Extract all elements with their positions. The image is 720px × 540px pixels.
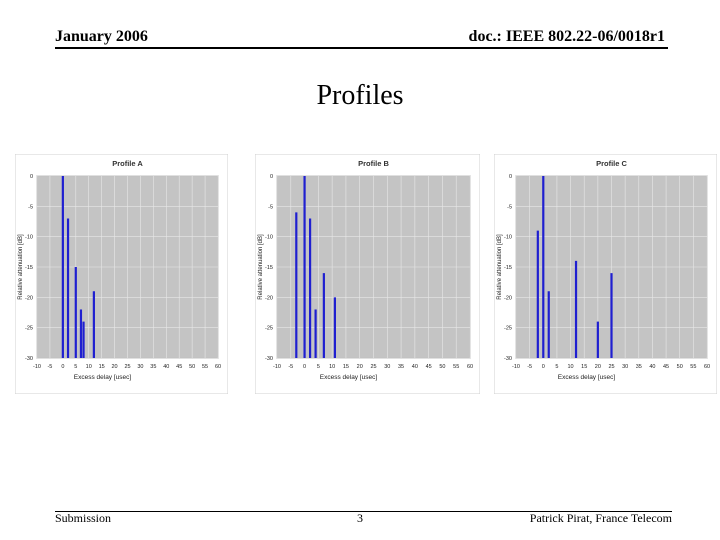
profile-b-xtick-label: -5 (288, 364, 293, 370)
profile-c-xtick-label: 30 (622, 364, 628, 370)
profile-b-xtick-label: 15 (343, 364, 349, 370)
profile-c-xtick-label: 5 (555, 364, 558, 370)
profile-a-xlabel: Excess delay [usec] (74, 374, 132, 381)
profile-a-xtick-label: 20 (112, 364, 118, 370)
profile-a-ytick-label: -30 (25, 356, 33, 362)
profile-a-ytick-label: -15 (25, 265, 33, 271)
profile-a-xtick-label: 10 (86, 364, 92, 370)
footer-rule (55, 511, 672, 512)
profile-b-xtick-label: 30 (384, 364, 390, 370)
header-date: January 2006 (55, 28, 148, 45)
profile-b-ytick-label: -25 (265, 326, 273, 332)
profile-a-xtick-label: -5 (47, 364, 52, 370)
chart-profile-a: -10 -5 0 5 10 15 20 25 30 35 40 45 50 55 60 0 -5 -10 -15 -2… (15, 154, 228, 394)
profile-b-xtick-label: 35 (398, 364, 404, 370)
profile-c-xtick-label: 25 (608, 364, 614, 370)
profile-a-xtick-label: 60 (215, 364, 221, 370)
profile-b-xtick-label: -10 (273, 364, 281, 370)
profile-c-xtick-label: 55 (690, 364, 696, 370)
profile-a-xtick-label: 30 (137, 364, 143, 370)
profile-b-ytick-label: -5 (268, 204, 273, 210)
profile-a-xtick-label: 15 (99, 364, 105, 370)
slide-title: Profiles (316, 80, 404, 111)
profile-b-ytick-label: -20 (265, 295, 273, 301)
profile-b-xtick-label: 20 (357, 364, 363, 370)
profile-a-ytick-label: 0 (30, 174, 33, 180)
profile-c-ytick-label: -15 (504, 265, 512, 271)
profile-b-xtick-label: 10 (329, 364, 335, 370)
profile-b-xlabel: Excess delay [usec] (320, 374, 378, 381)
profile-a-xtick-label: 0 (61, 364, 64, 370)
profile-c-xtick-label: 10 (568, 364, 574, 370)
profile-a-xtick-label: 55 (202, 364, 208, 370)
profile-a-ylabel: Relative attenuation [dB] (18, 234, 24, 300)
profile-c-ytick-label: -25 (504, 326, 512, 332)
chart-profile-b: -10 -5 0 5 10 15 20 25 30 35 40 45 50 55 60 0 -5 -10 -15 -2… (255, 154, 480, 394)
profile-c-xtick-label: 50 (677, 364, 683, 370)
profile-b-xtick-label: 25 (370, 364, 376, 370)
profile-a-xtick-label: 35 (150, 364, 156, 370)
profile-c-title: Profile C (596, 159, 627, 168)
chart-profile-c: -10 -5 0 5 10 15 20 25 30 35 40 45 50 55 60 0 -5 -10 -15 -2… (494, 154, 717, 394)
profile-c-xlabel: Excess delay [usec] (558, 374, 616, 381)
profile-c-xtick-label: -10 (512, 364, 520, 370)
profile-a-ytick-label: -10 (25, 235, 33, 241)
profile-a-xtick-label: 45 (176, 364, 182, 370)
profile-a-xtick-label: 25 (124, 364, 130, 370)
footer-page-number: 3 (357, 511, 363, 525)
profile-c-ytick-label: -20 (504, 295, 512, 301)
profile-c-xtick-label: 20 (595, 364, 601, 370)
profile-c-xtick-label: 60 (704, 364, 710, 370)
profile-c-ytick-label: 0 (509, 174, 512, 180)
profile-b-xtick-label: 50 (439, 364, 445, 370)
footer-author: Patrick Pirat, France Telecom (529, 511, 672, 525)
profile-c-ytick-label: -10 (504, 235, 512, 241)
profile-c-xtick-label: 0 (542, 364, 545, 370)
profile-a-ytick-label: -25 (25, 326, 33, 332)
profile-b-ytick-label: 0 (270, 174, 273, 180)
profile-b-xtick-label: 45 (426, 364, 432, 370)
profile-a-xtick-label: -10 (33, 364, 41, 370)
profile-b-ylabel: Relative attenuation [dB] (258, 234, 264, 300)
header-rule (55, 47, 668, 49)
header-doc-id: doc.: IEEE 802.22-06/0018r1 (468, 28, 665, 45)
footer-submission: Submission (55, 511, 112, 525)
profile-b-xtick-label: 55 (453, 364, 459, 370)
profile-c-xtick-label: 35 (636, 364, 642, 370)
profile-b-xtick-label: 60 (467, 364, 473, 370)
profile-c-ylabel: Relative attenuation [dB] (497, 234, 503, 300)
profile-b-xtick-label: 0 (303, 364, 306, 370)
profile-a-title: Profile A (112, 159, 143, 168)
profile-b-title: Profile B (358, 159, 389, 168)
profile-a-ytick-label: -20 (25, 295, 33, 301)
profile-a-xtick-label: 5 (74, 364, 77, 370)
profile-c-xtick-label: -5 (527, 364, 532, 370)
profile-b-xtick-label: 5 (317, 364, 320, 370)
profile-c-ytick-label: -30 (504, 356, 512, 362)
profile-b-ytick-label: -30 (265, 356, 273, 362)
profile-c-xtick-label: 40 (649, 364, 655, 370)
profile-c-xtick-label: 15 (581, 364, 587, 370)
profile-b-ytick-label: -10 (265, 235, 273, 241)
profile-a-xtick-label: 50 (189, 364, 195, 370)
profile-c-xtick-label: 45 (663, 364, 669, 370)
profile-b-ytick-label: -15 (265, 265, 273, 271)
profile-a-ytick-label: -5 (28, 204, 33, 210)
profile-b-xtick-label: 40 (412, 364, 418, 370)
profile-c-ytick-label: -5 (507, 204, 512, 210)
profile-a-xtick-label: 40 (163, 364, 169, 370)
